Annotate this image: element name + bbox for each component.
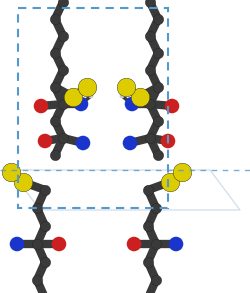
Point (85, 85, 89, 89)
Point (35, 242, 39, 246)
Point (61, 102, 65, 106)
Point (148, 34, 152, 38)
Point (39, 104, 43, 108)
Point (120, 94, 124, 98)
Point (156, 51, 160, 55)
Point (128, 141, 132, 145)
Point (146, 188, 150, 192)
Point (53, 153, 57, 157)
Point (174, 242, 178, 246)
Point (35, 206, 39, 210)
Point (130, 102, 134, 106)
Point (148, 0, 152, 4)
Point (170, 104, 174, 108)
Point (132, 242, 136, 246)
Point (43, 224, 47, 228)
Point (43, 139, 47, 143)
Point (53, 85, 57, 89)
Point (148, 68, 152, 72)
Bar (18, 8, 168, 208)
Point (154, 242, 158, 246)
Point (21, 180, 25, 184)
Point (166, 139, 170, 143)
Point (35, 278, 39, 282)
Point (154, 278, 158, 282)
Point (146, 260, 150, 264)
Point (9, 170, 13, 174)
Point (156, 153, 160, 157)
Point (180, 170, 184, 174)
Point (156, 85, 160, 89)
Point (146, 224, 150, 228)
Point (81, 141, 85, 145)
Point (89, 94, 93, 98)
Point (57, 242, 61, 246)
Point (53, 17, 57, 21)
Point (148, 136, 152, 140)
Point (156, 119, 160, 123)
Point (168, 180, 172, 184)
Point (148, 102, 152, 106)
Point (53, 119, 57, 123)
Point (61, 68, 65, 72)
Point (61, 34, 65, 38)
Point (61, 136, 65, 140)
Point (138, 95, 142, 99)
Point (156, 17, 160, 21)
Point (71, 95, 75, 99)
Point (61, 0, 65, 4)
Point (53, 51, 57, 55)
Point (79, 102, 83, 106)
Point (154, 206, 158, 210)
Point (124, 85, 128, 89)
Point (43, 188, 47, 192)
Point (15, 242, 19, 246)
Point (43, 260, 47, 264)
